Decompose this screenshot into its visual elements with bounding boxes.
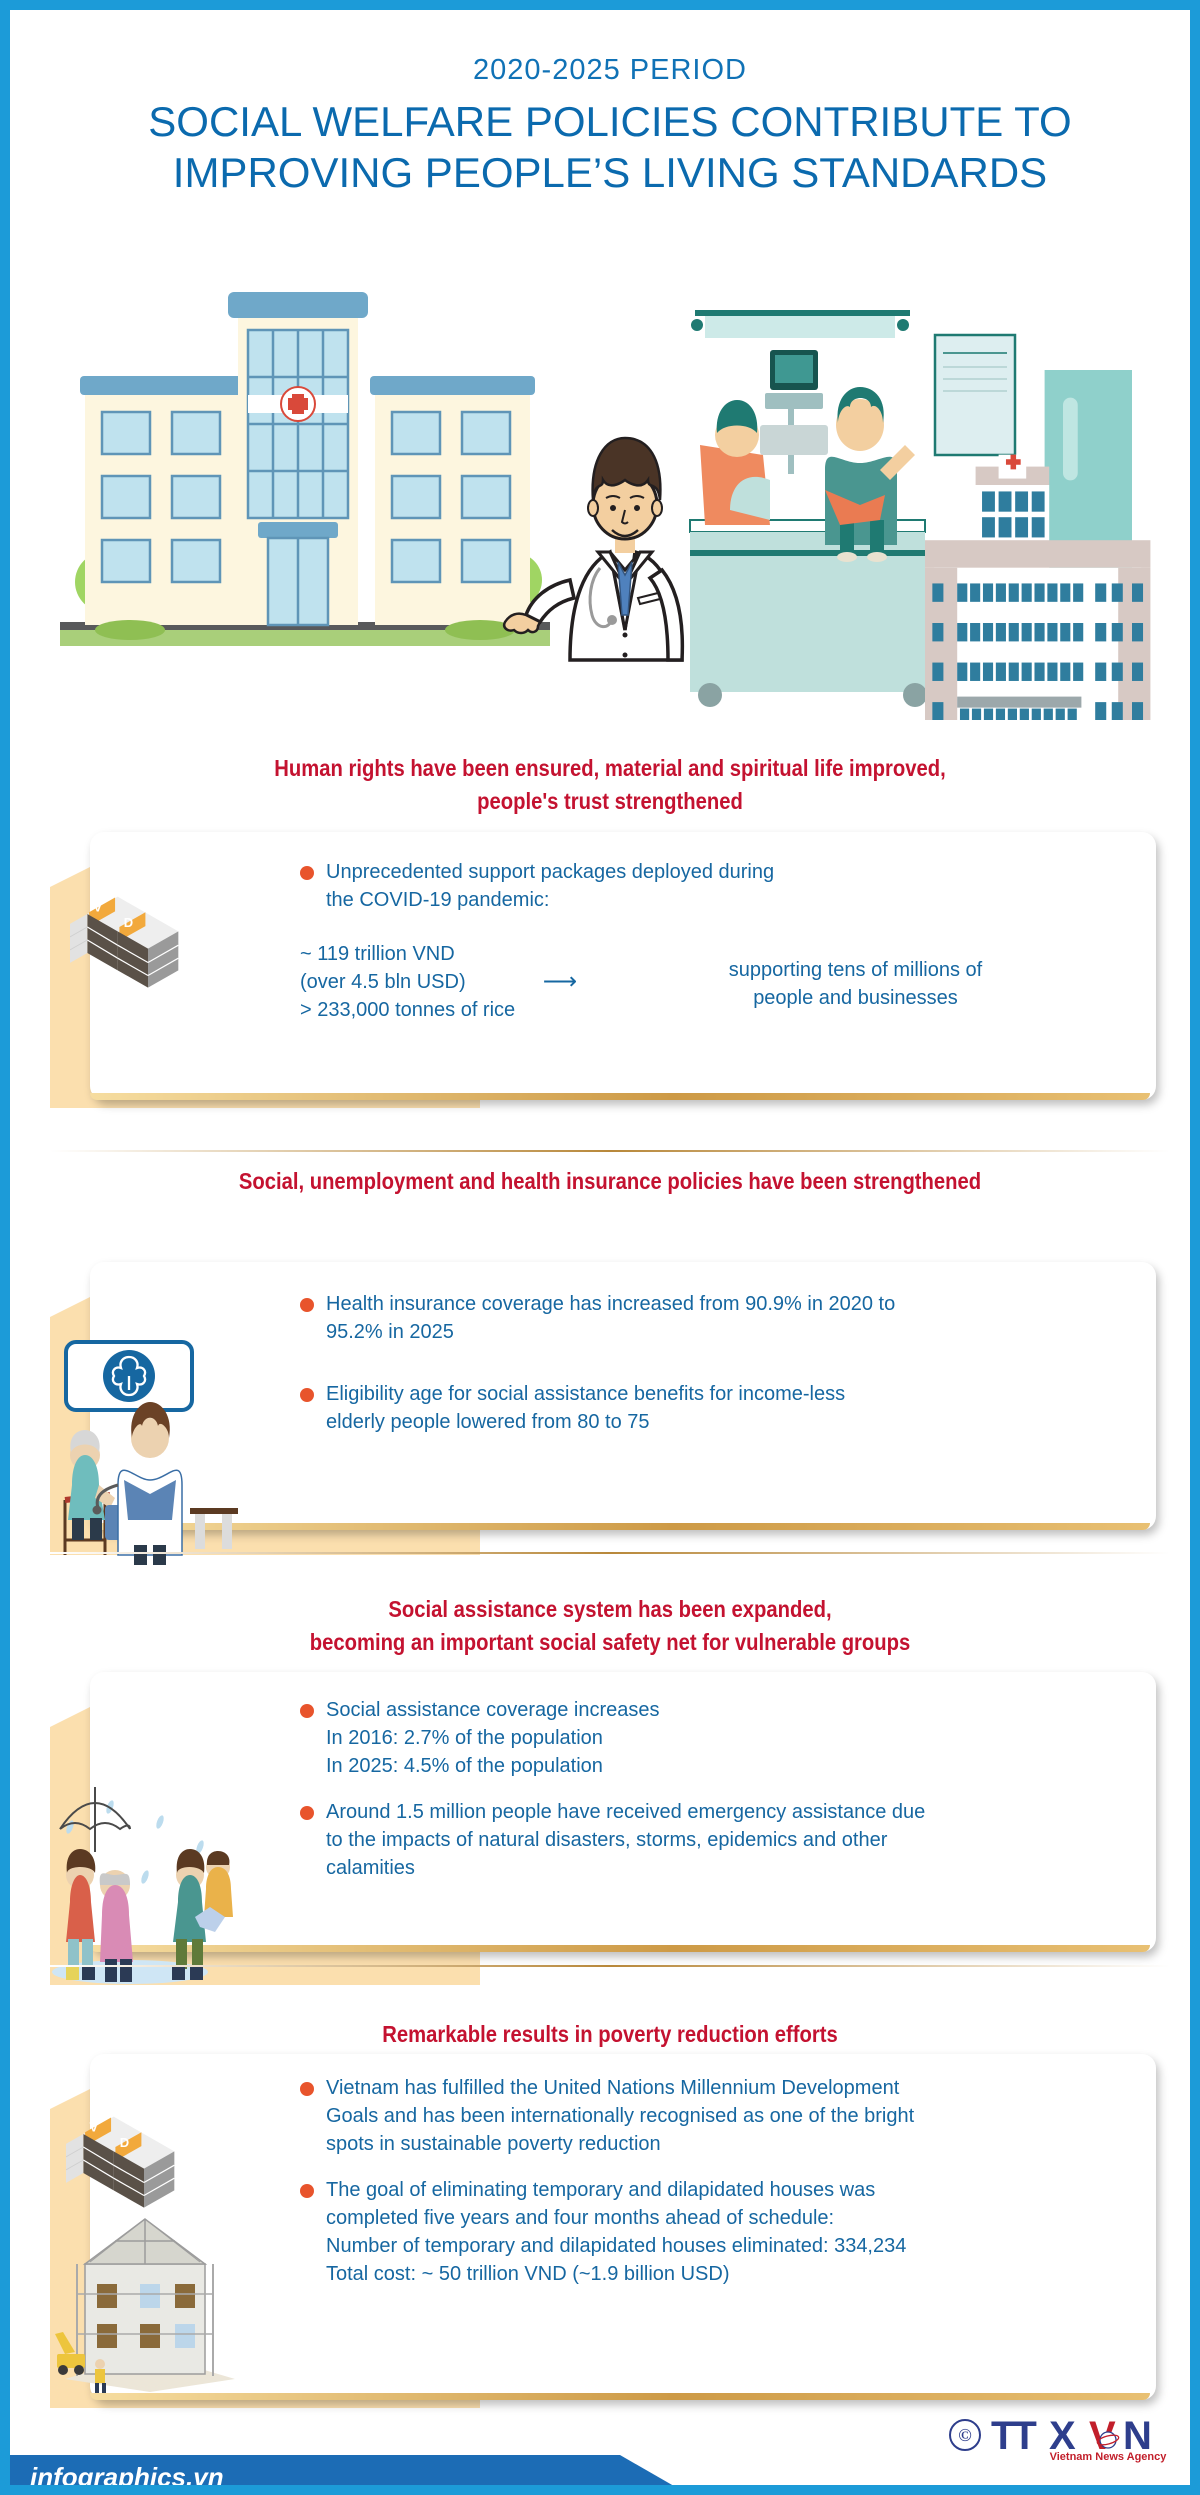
- svg-text:TT: TT: [991, 2414, 1036, 2458]
- svg-text:©: ©: [958, 2425, 971, 2445]
- svg-text:Vietnam News Agency: Vietnam News Agency: [1050, 2451, 1168, 2463]
